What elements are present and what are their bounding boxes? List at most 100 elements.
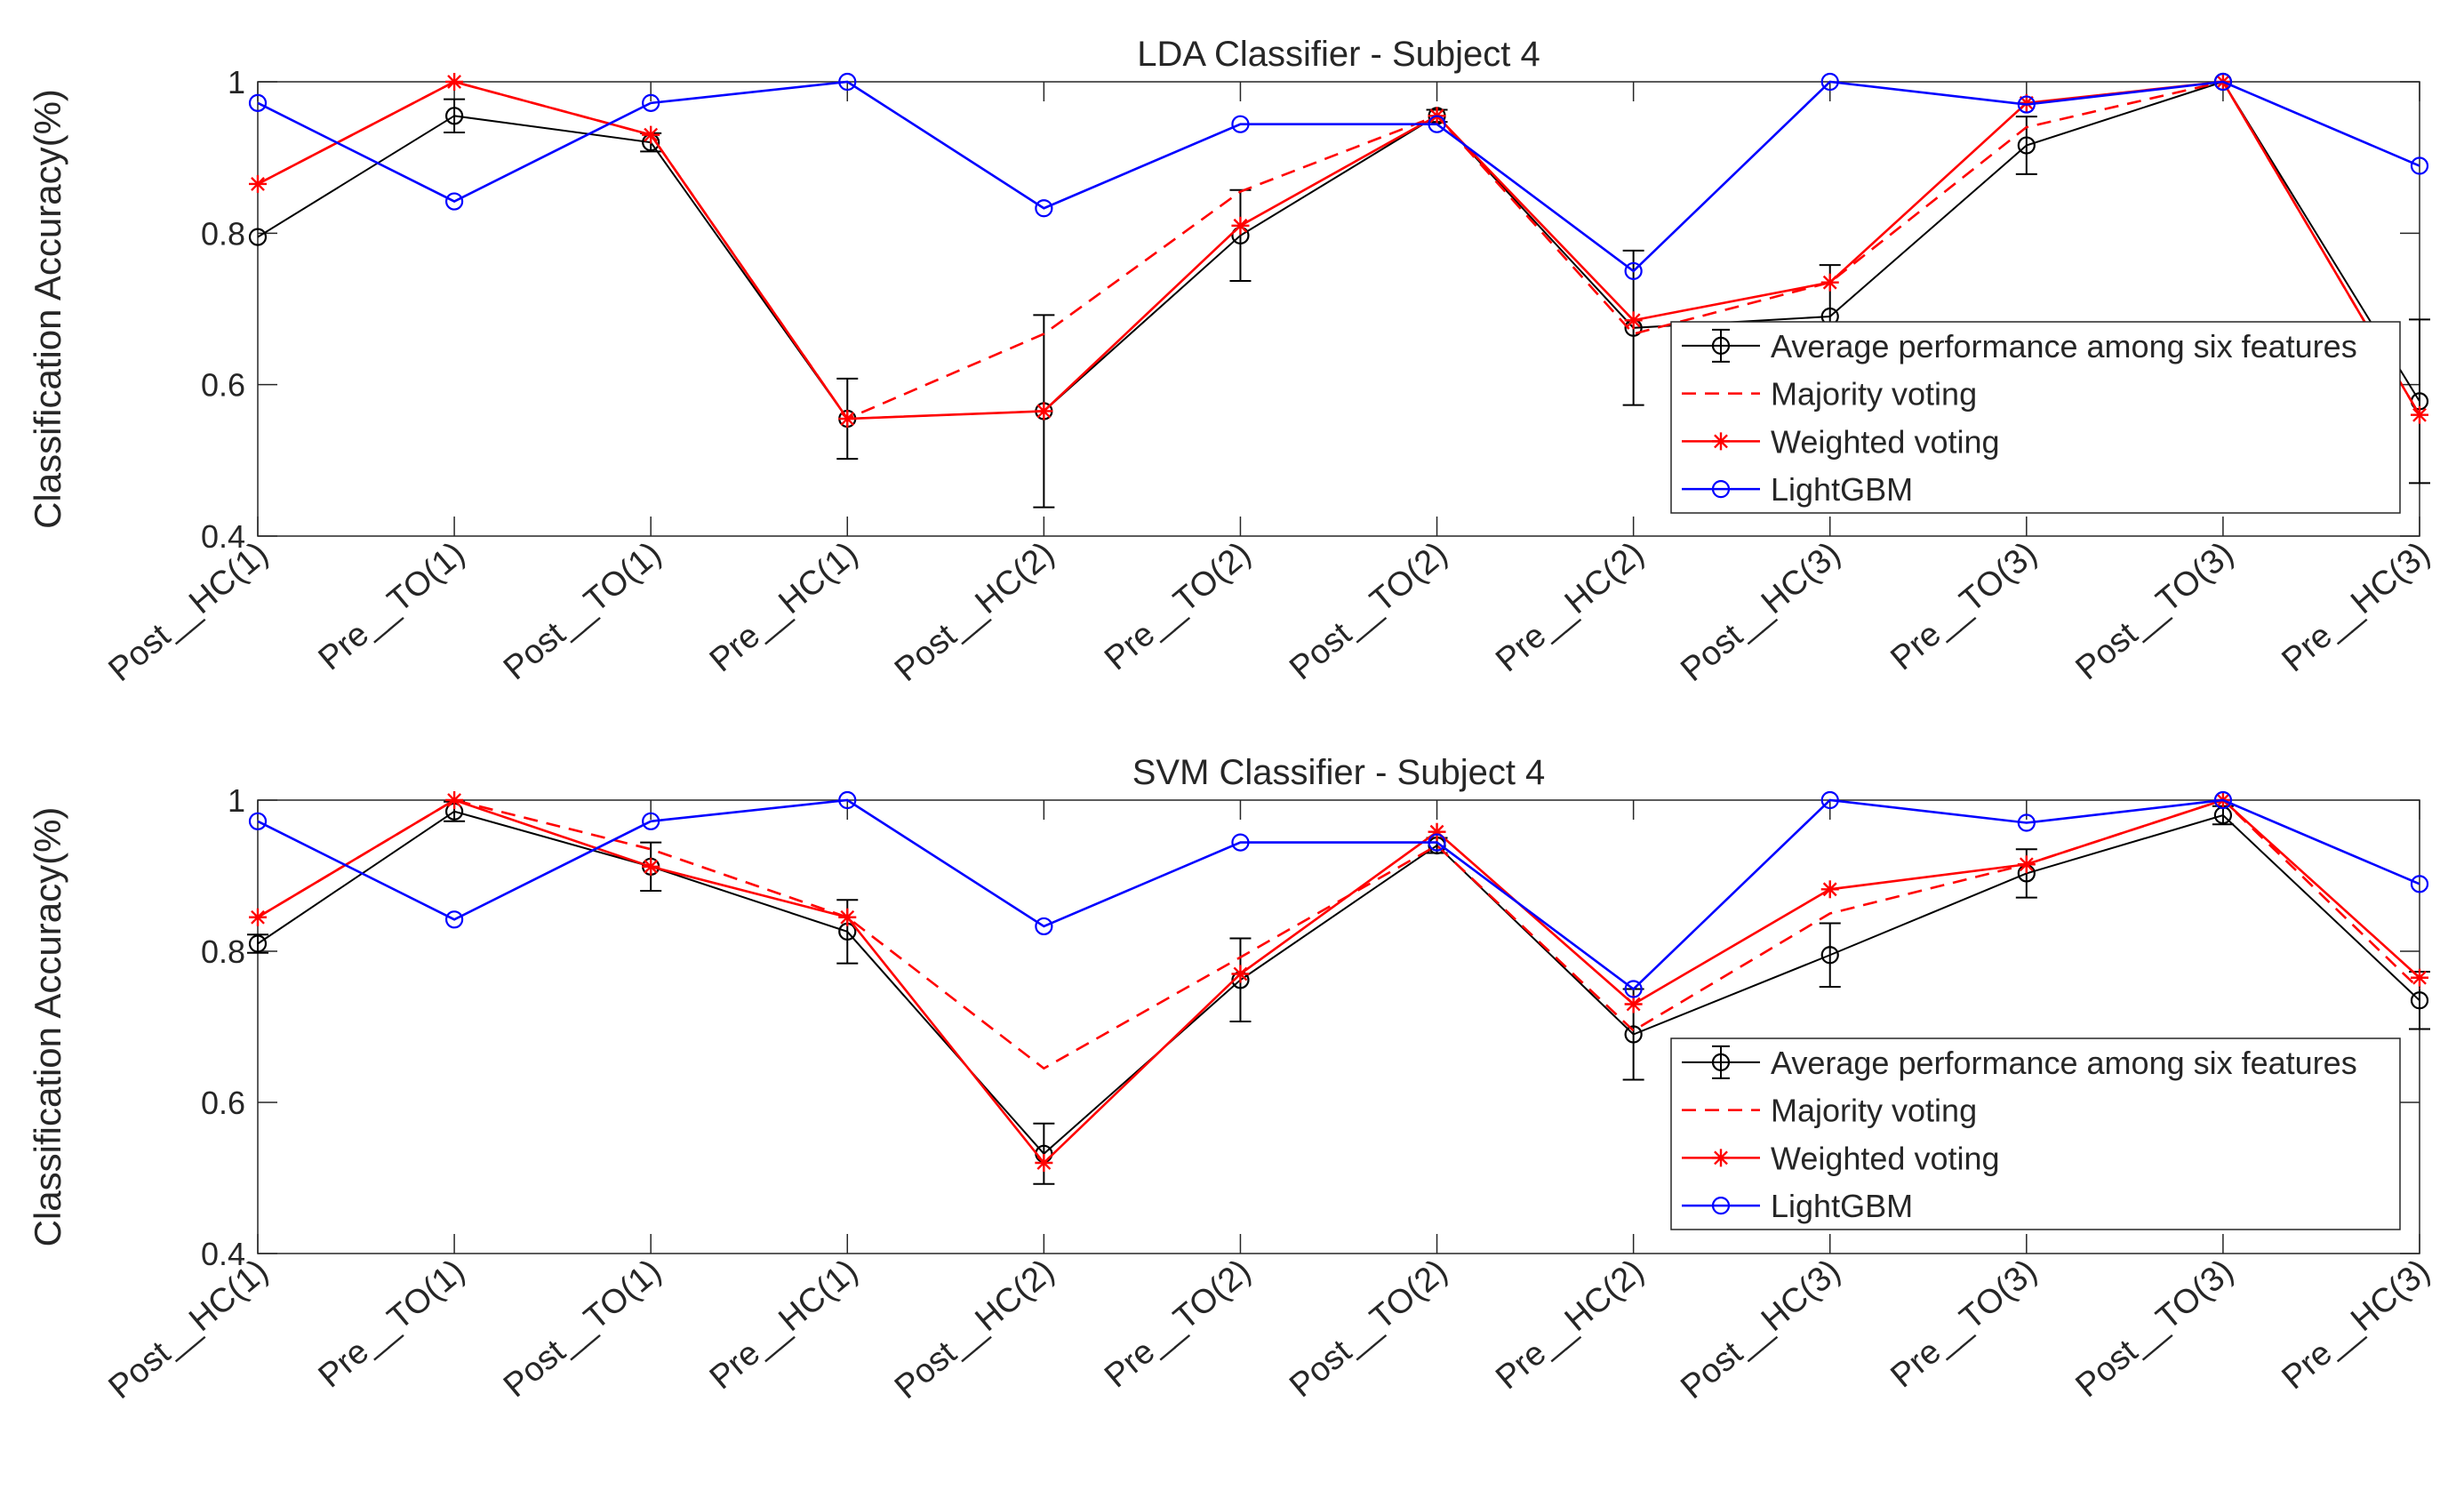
data-point: [1820, 72, 1839, 92]
data-point: [1035, 402, 1053, 421]
data-point: [1035, 1154, 1053, 1172]
data-point: [249, 908, 267, 926]
y-tick-label: 0.8: [201, 933, 245, 970]
x-tick-label: Post__TO(2): [1283, 1253, 1454, 1406]
x-tick-label: Pre__HC(1): [703, 1253, 865, 1397]
data-point: [1624, 995, 1643, 1013]
data-point: [2411, 968, 2428, 987]
legend: Average performance among six features Ma…: [1670, 321, 2401, 514]
x-tick-label: Post__HC(1): [102, 535, 276, 689]
y-tick-label: 0.4: [201, 1236, 245, 1272]
series-2: [249, 73, 2428, 428]
x-tick-label: Post__TO(2): [1283, 535, 1454, 688]
data-point: [248, 812, 268, 830]
legend-swatch-marker: [1714, 434, 1728, 449]
data-point: [1231, 216, 1250, 235]
legend-item: LightGBM: [1682, 471, 1913, 508]
series-line: [257, 798, 2420, 991]
data-point: [1035, 917, 1053, 936]
legend-label: Average performance among six features: [1771, 1045, 2357, 1081]
data-point: [444, 107, 464, 125]
legend-item: Majority voting: [1682, 376, 1977, 413]
y-tick-label: 0.4: [201, 518, 245, 555]
x-tick-label: Post__TO(3): [2069, 535, 2241, 688]
chart-title: SVM Classifier - Subject 4: [1132, 753, 1546, 792]
chart-0: LDA Classifier - Subject 4 Classification…: [27, 35, 2437, 689]
y-tick-label: 0.6: [201, 1085, 245, 1121]
data-point: [2017, 136, 2036, 155]
y-axis-label: Classification Accuracy(%): [27, 89, 68, 529]
x-tick-label: Post__TO(3): [2069, 1253, 2241, 1406]
legend-label: Weighted voting: [1771, 1140, 2000, 1176]
series-3: [248, 72, 2429, 281]
series-line: [257, 798, 2420, 1165]
x-tick-label: Pre__HC(3): [2275, 535, 2436, 679]
data-point: [2017, 855, 2036, 874]
y-axis-label: Classification Accuracy(%): [27, 807, 68, 1247]
legend-label: LightGBM: [1771, 1188, 1913, 1224]
data-point: [1231, 115, 1250, 133]
data-point: [1624, 980, 1643, 998]
legend-label: Weighted voting: [1771, 423, 2000, 460]
x-tick-label: Pre__TO(1): [312, 535, 472, 678]
data-point: [642, 812, 660, 830]
series-line: [257, 80, 2420, 421]
data-point: [445, 791, 464, 809]
data-point: [642, 857, 660, 876]
series-3: [248, 790, 2429, 998]
legend-swatch-marker: [1711, 336, 1731, 355]
legend-swatch-marker: [1711, 1053, 1731, 1071]
x-tick-label: Pre__TO(1): [312, 1253, 472, 1396]
data-point: [2017, 813, 2036, 832]
y-tick-label: 1: [228, 64, 245, 100]
data-point: [444, 192, 464, 211]
data-point: [642, 125, 660, 144]
chart-1: SVM Classifier - Subject 4 Classification…: [27, 753, 2437, 1406]
data-point: [2213, 72, 2233, 92]
data-point: [1624, 311, 1643, 330]
data-point: [1820, 946, 1839, 965]
x-tick-label: Post__TO(1): [497, 1253, 668, 1406]
y-tick-label: 1: [228, 782, 245, 819]
data-point: [445, 73, 464, 91]
series-2: [249, 791, 2428, 1172]
data-point: [1820, 880, 1839, 899]
data-point: [2410, 156, 2429, 175]
series-line: [257, 810, 2420, 1156]
legend-label: Majority voting: [1771, 376, 1977, 413]
series-line: [257, 80, 2421, 421]
data-point: [838, 409, 857, 428]
series-1: [257, 798, 2420, 1070]
data-point: [1428, 115, 1446, 133]
data-point: [1231, 965, 1250, 983]
data-point: [642, 93, 660, 112]
data-point: [248, 228, 268, 246]
legend-item: Weighted voting: [1682, 423, 2000, 460]
x-tick-label: Post__HC(2): [888, 535, 1061, 689]
data-point: [838, 72, 857, 92]
legend-box: [1670, 1037, 2401, 1230]
legend-label: Majority voting: [1771, 1093, 1977, 1129]
x-tick-label: Pre__TO(3): [1884, 1253, 2044, 1396]
x-tick-label: Pre__HC(2): [1489, 1253, 1651, 1397]
data-point: [1820, 273, 1839, 292]
x-tick-label: Pre__HC(1): [703, 535, 865, 679]
x-tick-label: Pre__TO(2): [1098, 535, 1258, 678]
legend-item: Weighted voting: [1682, 1140, 2000, 1176]
x-tick-label: Pre__HC(3): [2275, 1253, 2436, 1397]
legend-box: [1670, 321, 2401, 514]
legend-item: LightGBM: [1682, 1188, 1913, 1224]
legend-swatch-marker: [1714, 1150, 1728, 1166]
data-point: [2410, 875, 2429, 893]
x-tick-label: Pre__HC(2): [1489, 535, 1651, 679]
data-point: [1428, 833, 1446, 852]
x-tick-label: Post__HC(3): [1674, 1253, 1847, 1406]
data-point: [249, 174, 267, 193]
x-tick-label: Post__HC(2): [888, 1253, 1061, 1406]
chart-title: LDA Classifier - Subject 4: [1137, 35, 1540, 74]
y-tick-label: 0.8: [201, 215, 245, 252]
data-point: [2213, 790, 2233, 810]
x-tick-label: Post__HC(1): [102, 1253, 276, 1406]
x-tick-label: Post__HC(3): [1674, 535, 1847, 689]
